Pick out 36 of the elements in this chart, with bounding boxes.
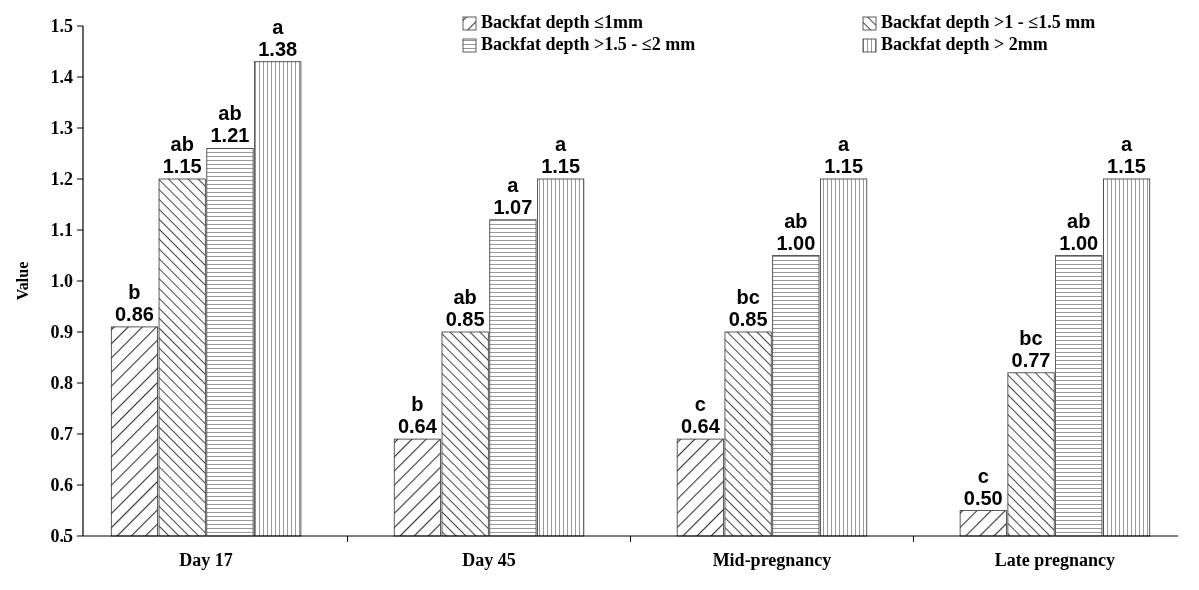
legend-label: Backfat depth > 2mm	[881, 34, 1048, 54]
data-label: a 1.15	[824, 133, 864, 177]
data-label: a 1.15	[1107, 133, 1147, 177]
y-tick-label: 0.7	[50, 424, 73, 445]
y-tick-label: 1.5	[50, 16, 73, 37]
x-tick-label: Mid-pregnancy	[712, 550, 832, 570]
y-tick-label: 0.8	[50, 373, 73, 394]
legend-label: Backfat depth ≤1mm	[481, 12, 643, 32]
x-tick-label: Late pregnancy	[994, 550, 1115, 570]
data-label: a 1.38	[258, 15, 298, 60]
data-label: bc 0.77	[1011, 326, 1051, 371]
x-tick-label: Day 45	[462, 550, 516, 570]
y-tick-label: 1.0	[50, 271, 73, 292]
data-label: a 1.15	[541, 133, 581, 177]
y-tick-label: 1.2	[50, 169, 73, 190]
data-label: c 0.64	[680, 393, 721, 438]
data-label: ab 1.15	[162, 133, 202, 177]
y-tick-label: 0.5	[50, 526, 73, 547]
data-label: ab 1.00	[1059, 209, 1099, 254]
legend-label: Backfat depth >1.5 - ≤2 mm	[481, 34, 696, 54]
y-tick-label: 1.3	[50, 118, 73, 139]
y-tick-label: 1.1	[50, 220, 73, 241]
data-label: ab 1.00	[776, 209, 816, 254]
legend-label: Backfat depth >1 - ≤1.5 mm	[881, 12, 1096, 32]
y-tick-label: 1.4	[50, 67, 73, 88]
y-tick-label: 0.6	[50, 475, 73, 496]
data-label: ab 1.21	[210, 102, 250, 147]
data-label: b 0.64	[397, 393, 438, 438]
data-label: ab 0.85	[445, 286, 485, 330]
data-label: b 0.86	[114, 280, 154, 325]
data-label: a 1.07	[493, 173, 533, 218]
y-tick-label: 0.9	[50, 322, 73, 343]
x-tick-label: Day 17	[179, 550, 233, 570]
data-label: bc 0.85	[728, 286, 768, 330]
y-axis-title: Value	[14, 261, 31, 301]
data-label: c 0.50	[963, 464, 1003, 509]
